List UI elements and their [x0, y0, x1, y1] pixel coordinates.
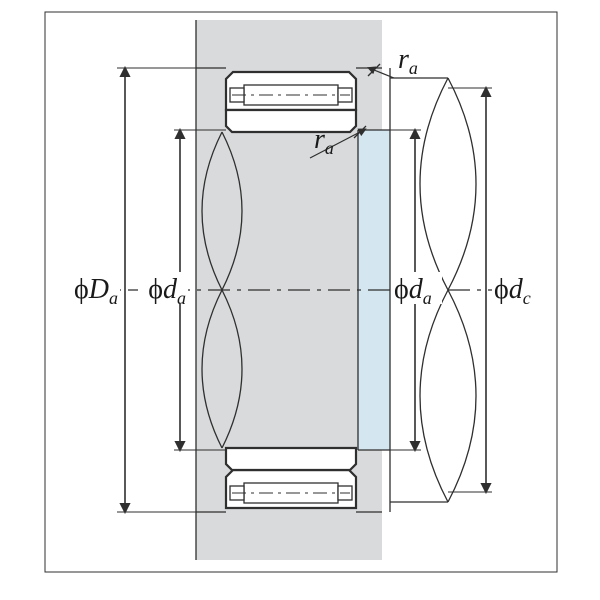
inner-ring: [226, 448, 356, 470]
label-ra-outer: ra: [398, 44, 418, 78]
bearing-cross-section-diagram: ϕDaϕdaϕdaϕdcrara: [0, 0, 600, 600]
inner-ring: [226, 110, 356, 132]
